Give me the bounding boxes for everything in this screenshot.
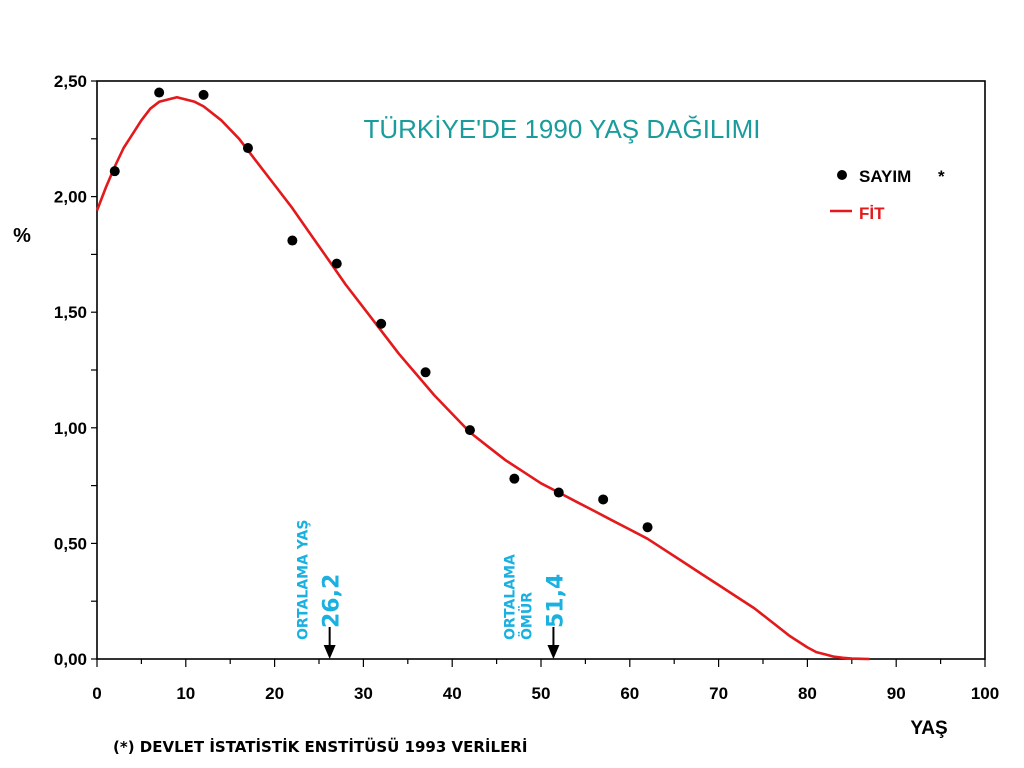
data-point — [331, 258, 342, 269]
data-point — [287, 235, 298, 246]
x-tick-label: 40 — [443, 684, 462, 703]
legend-fit-label: FİT — [859, 204, 885, 223]
y-tick-label: 1,50 — [54, 303, 87, 322]
x-tick-label: 0 — [92, 684, 101, 703]
plot-frame — [96, 80, 986, 660]
marker-label: ÖMÜR — [517, 592, 535, 640]
marker-label: ORTALAMA YAŞ — [296, 520, 312, 640]
legend: SAYIM * FİT — [830, 167, 945, 223]
data-point — [242, 143, 253, 154]
marker-label: ORTALAMA — [502, 554, 518, 640]
x-tick-label: 30 — [354, 684, 373, 703]
marker-arrow-head — [323, 645, 336, 659]
x-axis: 0 10 20 30 40 50 60 70 80 90 100 — [92, 659, 999, 703]
fit-line — [95, 95, 870, 661]
legend-sayim-label: SAYIM — [859, 167, 911, 186]
data-point — [464, 425, 475, 436]
y-axis: 0,00 0,50 1,00 1,50 2,00 2,50 — [54, 72, 97, 669]
x-tick-label: 10 — [176, 684, 195, 703]
data-point — [154, 87, 165, 98]
legend-sayim-asterisk: * — [938, 167, 945, 186]
chart-title: TÜRKİYE'DE 1990 YAŞ DAĞILIMI — [363, 114, 760, 144]
x-tick-label: 90 — [887, 684, 906, 703]
data-point — [420, 367, 431, 378]
legend-sayim-marker — [837, 170, 847, 180]
x-tick-label: 20 — [265, 684, 284, 703]
x-tick-label: 50 — [532, 684, 551, 703]
marker-value: 26,2 — [320, 574, 345, 628]
data-point — [598, 494, 609, 505]
data-point — [198, 89, 209, 100]
y-axis-label: % — [13, 225, 31, 247]
data-point — [376, 318, 387, 329]
y-tick-label: 2,50 — [54, 72, 87, 91]
data-point — [642, 522, 653, 533]
y-tick-label: 0,50 — [54, 534, 87, 553]
marker-value: 51,4 — [543, 574, 568, 628]
source-footnote: (*) DEVLET İSTATİSTİK ENSTİTÜSÜ 1993 VER… — [113, 738, 528, 756]
y-tick-label: 1,00 — [54, 419, 87, 438]
data-point — [109, 166, 120, 177]
x-tick-label: 70 — [709, 684, 728, 703]
annotation-markers: 26,2 ORTALAMA YAŞ 51,4 ORTALAMA ÖMÜR — [296, 520, 568, 659]
y-tick-label: 0,00 — [54, 650, 87, 669]
x-tick-label: 100 — [971, 684, 999, 703]
data-point — [509, 473, 520, 484]
y-tick-label: 2,00 — [54, 188, 87, 207]
x-tick-label: 60 — [620, 684, 639, 703]
x-tick-label: 80 — [798, 684, 817, 703]
marker-arrow-head — [547, 645, 560, 659]
data-point — [553, 487, 564, 498]
x-axis-label: YAŞ — [910, 718, 947, 739]
sayim-points — [109, 87, 653, 533]
